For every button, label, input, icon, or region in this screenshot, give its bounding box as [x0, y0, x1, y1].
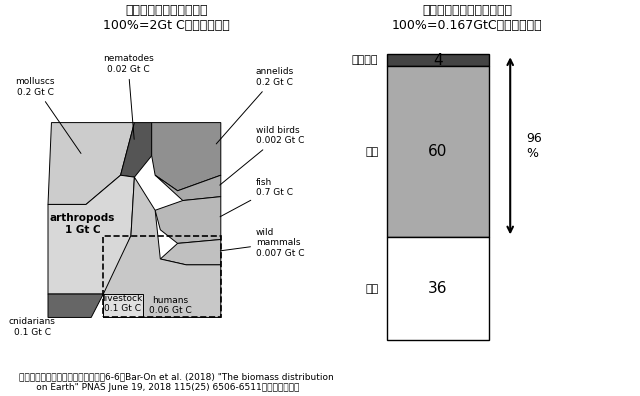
Text: humans
0.06 Gt C: humans 0.06 Gt C: [148, 296, 191, 316]
Polygon shape: [155, 197, 221, 244]
Title: 地球上の哺乳類の質量構成
100%=0.167GtC（炭素換算）: 地球上の哺乳類の質量構成 100%=0.167GtC（炭素換算）: [392, 4, 543, 32]
Text: nematodes
0.02 Gt C: nematodes 0.02 Gt C: [102, 55, 154, 139]
Text: cnidarians
0.1 Gt C: cnidarians 0.1 Gt C: [8, 318, 56, 337]
Text: wild birds
0.002 Gt C: wild birds 0.002 Gt C: [220, 126, 305, 185]
Bar: [387, 237, 489, 340]
Bar: [387, 54, 489, 66]
Text: 家畜: 家畜: [365, 147, 378, 156]
Text: arthropods
1 Gt C: arthropods 1 Gt C: [50, 213, 115, 235]
Polygon shape: [120, 123, 152, 177]
Text: fish
0.7 Gt C: fish 0.7 Gt C: [220, 178, 293, 217]
Polygon shape: [152, 123, 221, 191]
Polygon shape: [161, 240, 221, 265]
Text: 60: 60: [428, 144, 447, 159]
Text: 96
%: 96 %: [526, 132, 542, 160]
Polygon shape: [155, 175, 221, 200]
Text: 人間: 人間: [365, 284, 378, 294]
Bar: [103, 236, 221, 318]
Text: annelids
0.2 Gt C: annelids 0.2 Gt C: [216, 67, 294, 144]
Text: 36: 36: [428, 281, 447, 296]
Bar: [387, 66, 489, 237]
Text: wild
mammals
0.007 Gt C: wild mammals 0.007 Gt C: [220, 228, 305, 258]
Text: 4: 4: [433, 53, 442, 68]
Title: 地球上の動物の質量構成
100%=2Gt C（炭素換算）: 地球上の動物の質量構成 100%=2Gt C（炭素換算）: [103, 4, 230, 32]
Text: 資料：安宅和人「シン・ニホン」図6-6をBar-On et al. (2018) "The biomass distribution
      on Eart: 資料：安宅和人「シン・ニホン」図6-6をBar-On et al. (2018)…: [19, 372, 334, 392]
Polygon shape: [48, 294, 103, 318]
Polygon shape: [103, 294, 143, 318]
Text: molluscs
0.2 Gt C: molluscs 0.2 Gt C: [15, 77, 81, 153]
Text: livestock
0.1 Gt C: livestock 0.1 Gt C: [102, 294, 143, 314]
Text: 野生動物: 野生動物: [352, 55, 378, 65]
Polygon shape: [48, 175, 134, 294]
Polygon shape: [103, 177, 221, 318]
Polygon shape: [48, 123, 134, 204]
